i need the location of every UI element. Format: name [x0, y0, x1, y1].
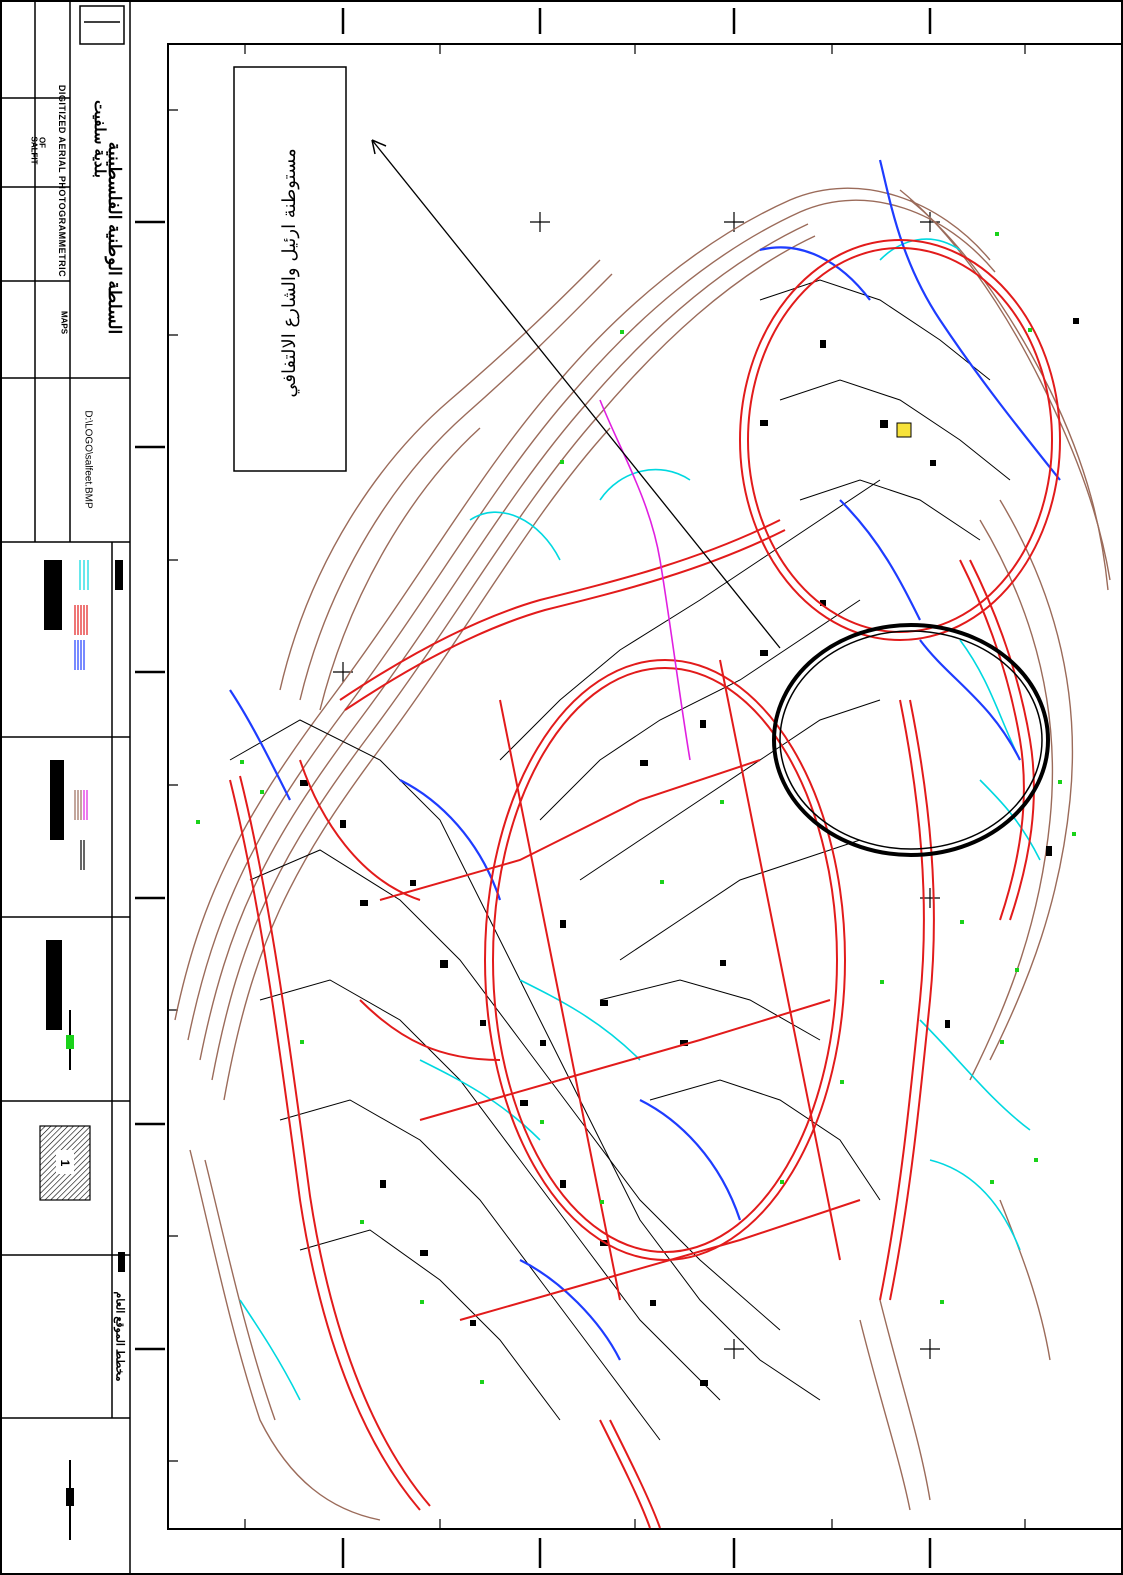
- highlighted-building: [896, 422, 912, 438]
- building-blocks: [300, 318, 1079, 1386]
- legend-text-blocks: [44, 560, 125, 1272]
- callout-box: [233, 66, 347, 472]
- project-title: DIGITIZED AERIAL PHOTOGRAMMETRIC: [57, 84, 67, 278]
- sheet-number: 1: [58, 1159, 72, 1167]
- roads: [229, 239, 1061, 1529]
- legend-swatches: [66, 560, 89, 1540]
- project-location: SALFIT: [29, 136, 39, 165]
- location-plan-title: مخطط الموقع العام: [113, 1291, 126, 1382]
- cyan-lines: [239, 238, 1041, 1401]
- building-parcels: [229, 279, 1011, 1441]
- project-subtitle: OF: [37, 136, 47, 149]
- callout-text: مستوطنة ارئيل والشارع الالتفافي: [279, 148, 300, 398]
- magenta-lines: [599, 399, 691, 761]
- map-frame: [167, 43, 1123, 1530]
- grid-ticks: [135, 8, 932, 1568]
- highlight-circle: [772, 623, 1050, 857]
- blue-lines: [229, 159, 1061, 1361]
- title-block: [0, 0, 131, 1575]
- map-label: MAPS: [59, 310, 69, 335]
- drawing-file-name: D:\LOGO\salfeet.BMP: [82, 410, 94, 509]
- municipality-title: بلدية سلفيت: [91, 100, 108, 178]
- tree-markers: [196, 232, 1076, 1384]
- grid-crosses: [168, 44, 1026, 1529]
- callout-arrow: [371, 139, 781, 649]
